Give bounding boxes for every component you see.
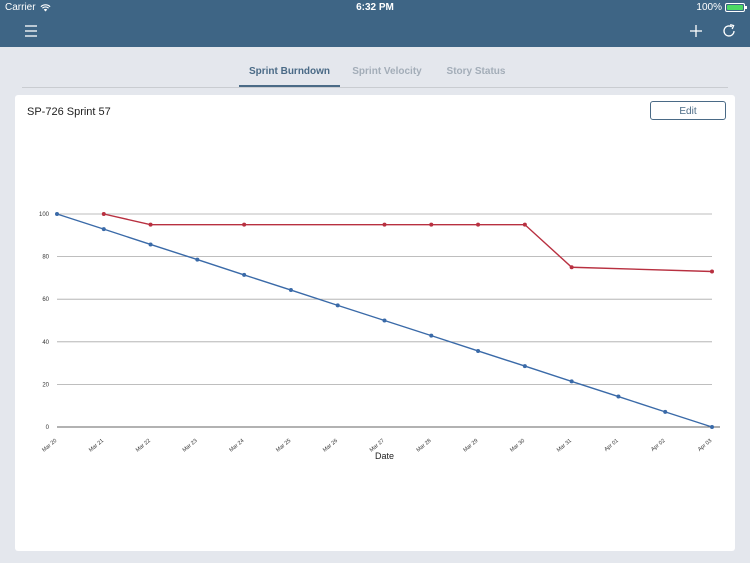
x-tick-label: Mar 31 — [556, 438, 573, 454]
ideal-burndown-point — [616, 394, 621, 399]
y-tick-label: 0 — [46, 425, 50, 431]
x-tick-label: Mar 20 — [41, 438, 58, 454]
ideal-burndown-point — [335, 303, 340, 308]
plus-icon[interactable] — [686, 21, 706, 41]
x-tick-label: Mar 24 — [228, 438, 245, 454]
chart-card: SP-726 Sprint 57 Edit 0 20 40 60 80 100 Mar 20… — [15, 95, 735, 551]
actual-burndown-point — [148, 222, 153, 227]
x-axis-label: Date — [375, 451, 394, 461]
ideal-burndown-point — [148, 242, 153, 247]
ideal-burndown-point — [195, 257, 200, 262]
tab-story-status[interactable]: Story Status — [446, 66, 506, 77]
x-tick-label: Mar 30 — [509, 438, 526, 454]
ideal-burndown-point — [101, 227, 106, 232]
ideal-burndown-point — [382, 318, 387, 323]
ideal-burndown-point — [710, 425, 714, 429]
edit-button[interactable]: Edit — [650, 101, 726, 120]
hamburger-menu-icon[interactable] — [21, 21, 41, 41]
burndown-chart: 0 20 40 60 80 100 Mar 20 Mar 21 Mar 22 Mar 23 Mar … — [39, 212, 720, 461]
x-tick-label: Mar 29 — [462, 438, 479, 454]
x-tick-label: Apr 01 — [603, 438, 619, 453]
ideal-burndown-point — [569, 379, 574, 384]
status-time: 6:32 PM — [356, 2, 394, 13]
actual-burndown-point — [101, 212, 106, 216]
tab-sprint-velocity[interactable]: Sprint Velocity — [352, 66, 422, 77]
actual-burndown-point — [476, 222, 481, 227]
ideal-burndown-point — [476, 348, 481, 353]
battery-icon — [725, 3, 747, 12]
status-bar: Carrier 6:32 PM 100% — [0, 0, 750, 16]
x-tick-label: Mar 23 — [182, 438, 199, 454]
carrier-label: Carrier — [5, 2, 36, 13]
ideal-burndown-point — [55, 212, 59, 216]
y-tick-label: 60 — [42, 297, 49, 303]
ideal-burndown-point — [663, 409, 668, 414]
actual-burndown-line — [103, 213, 713, 273]
x-tick-label: Mar 26 — [322, 438, 339, 454]
actual-burndown-point — [429, 222, 434, 227]
y-tick-label: 40 — [42, 340, 49, 346]
x-tick-label: Mar 28 — [416, 438, 433, 454]
y-tick-label: 20 — [42, 382, 49, 388]
actual-burndown-point — [710, 269, 714, 274]
y-tick-label: 100 — [39, 212, 50, 218]
active-tab-indicator — [239, 85, 340, 87]
actual-burndown-point — [522, 222, 527, 227]
ideal-burndown-point — [522, 364, 527, 369]
y-tick-label: 80 — [42, 255, 49, 261]
actual-burndown-point — [382, 222, 387, 227]
ideal-burndown-point — [288, 288, 293, 293]
nav-bar — [0, 16, 750, 47]
x-tick-label: Apr 03 — [697, 438, 713, 453]
tab-sprint-burndown[interactable]: Sprint Burndown — [248, 66, 331, 77]
tab-bar: Sprint Burndown Sprint Velocity Story St… — [22, 56, 728, 88]
x-tick-label: Mar 25 — [275, 438, 292, 454]
wifi-icon — [40, 3, 51, 11]
actual-burndown-point — [242, 222, 247, 227]
actual-burndown-point — [569, 265, 574, 270]
x-tick-label: Mar 22 — [135, 438, 152, 454]
ideal-burndown-point — [242, 272, 247, 277]
refresh-icon[interactable] — [719, 21, 739, 41]
battery-percent: 100% — [696, 2, 722, 13]
x-tick-label: Mar 21 — [88, 438, 105, 454]
x-tick-label: Apr 02 — [650, 438, 666, 453]
chart-title: SP-726 Sprint 57 — [27, 106, 111, 118]
ideal-burndown-point — [429, 333, 434, 338]
